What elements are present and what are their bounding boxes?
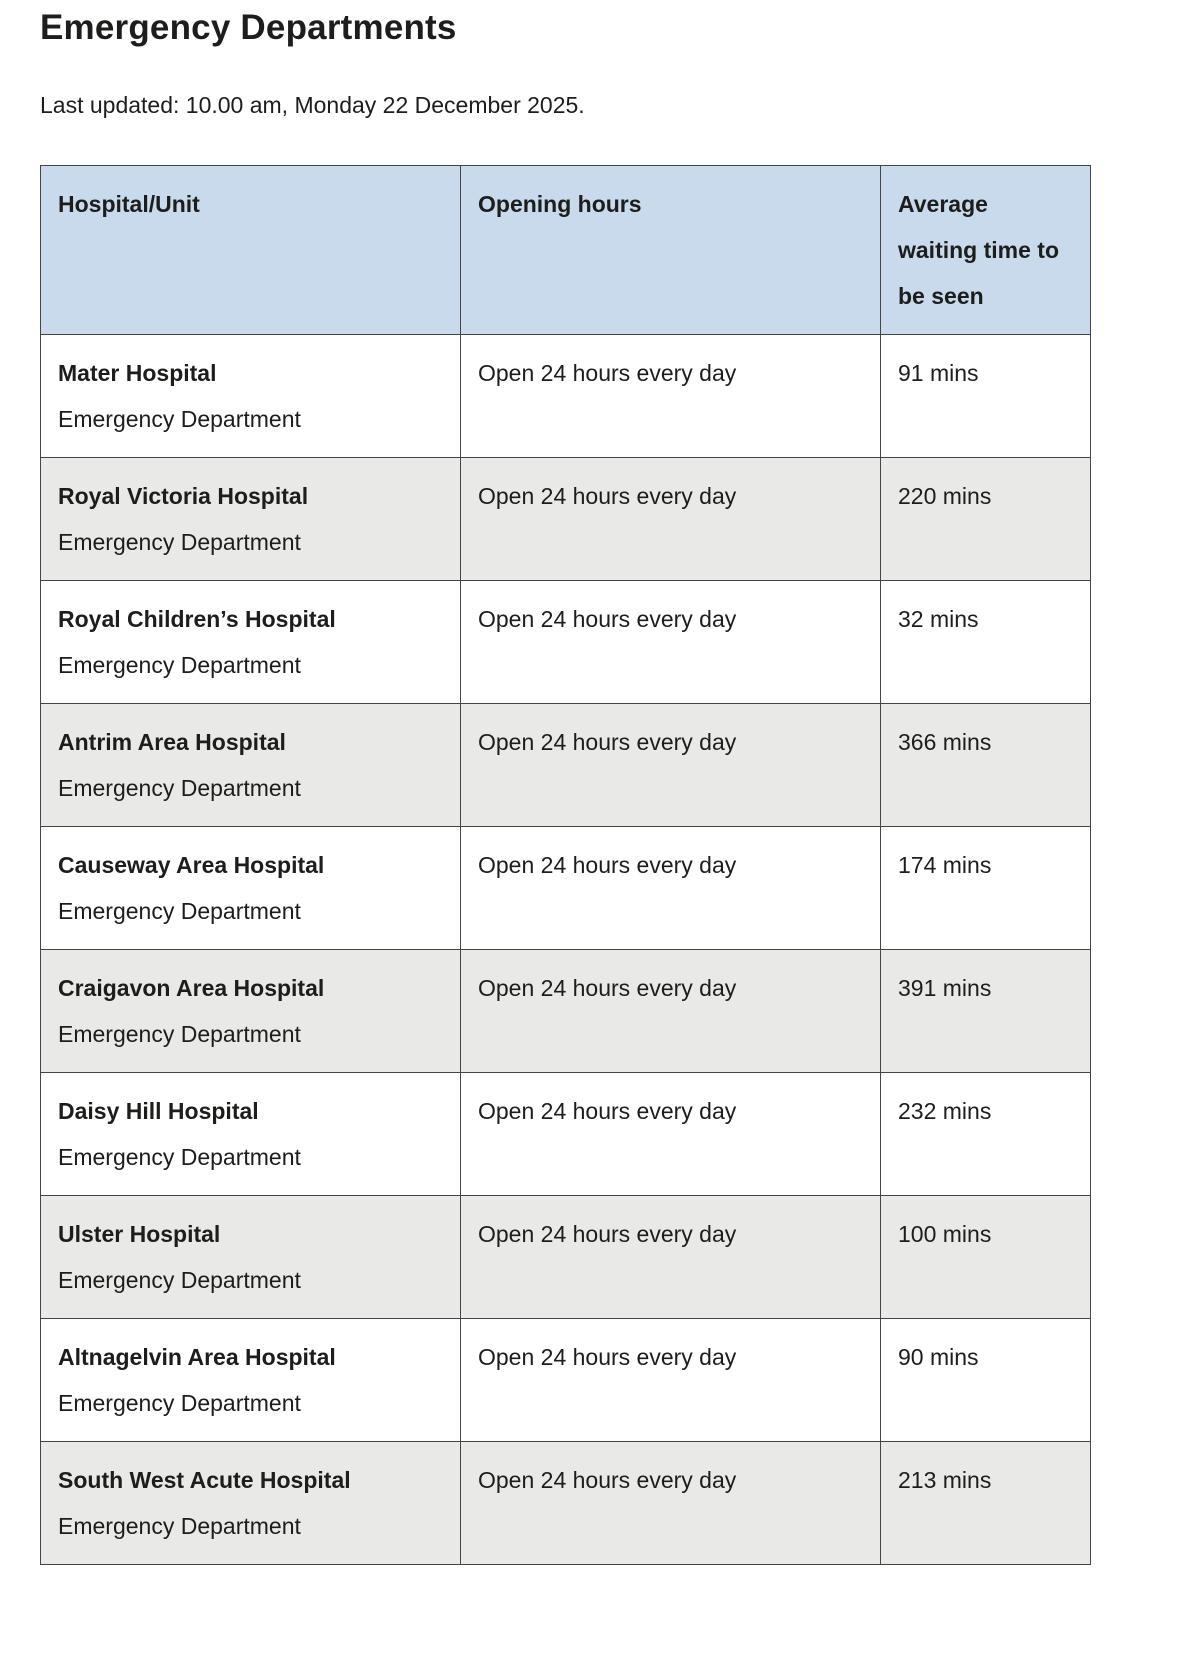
hospital-cell: Royal Victoria Hospital Emergency Depart…: [40, 457, 461, 581]
opening-hours: Open 24 hours every day: [460, 580, 881, 704]
hospital-name: Causeway Area Hospital: [58, 852, 325, 878]
table-row: Royal Children’s Hospital Emergency Depa…: [40, 580, 1091, 704]
hospital-name: Mater Hospital: [58, 360, 217, 386]
hospital-unit: Emergency Department: [58, 406, 301, 432]
waiting-time: 220 mins: [880, 457, 1091, 581]
opening-hours: Open 24 hours every day: [460, 949, 881, 1073]
table-row: Altnagelvin Area Hospital Emergency Depa…: [40, 1318, 1091, 1442]
hospital-cell: Craigavon Area Hospital Emergency Depart…: [40, 949, 461, 1073]
hospital-name: Craigavon Area Hospital: [58, 975, 325, 1001]
table-row: Craigavon Area Hospital Emergency Depart…: [40, 949, 1091, 1073]
waiting-time: 91 mins: [880, 334, 1091, 458]
table-row: Causeway Area Hospital Emergency Departm…: [40, 826, 1091, 950]
table-row: Antrim Area Hospital Emergency Departmen…: [40, 703, 1091, 827]
waiting-time: 100 mins: [880, 1195, 1091, 1319]
waiting-time: 174 mins: [880, 826, 1091, 950]
hospital-cell: Causeway Area Hospital Emergency Departm…: [40, 826, 461, 950]
page-title: Emergency Departments: [40, 8, 457, 47]
hospital-cell: Ulster Hospital Emergency Department: [40, 1195, 461, 1319]
table-row: Mater Hospital Emergency Department Open…: [40, 334, 1091, 458]
table-header: Hospital/Unit Opening hours Average wait…: [40, 165, 1091, 335]
ed-table-body: Mater Hospital Emergency Department Open…: [40, 334, 1091, 1565]
hospital-unit: Emergency Department: [58, 529, 301, 555]
hospital-name: Altnagelvin Area Hospital: [58, 1344, 336, 1370]
opening-hours: Open 24 hours every day: [460, 826, 881, 950]
hospital-cell: Daisy Hill Hospital Emergency Department: [40, 1072, 461, 1196]
hospital-cell: South West Acute Hospital Emergency Depa…: [40, 1441, 461, 1565]
hospital-name: South West Acute Hospital: [58, 1467, 351, 1493]
opening-hours: Open 24 hours every day: [460, 1195, 881, 1319]
waiting-time: 391 mins: [880, 949, 1091, 1073]
waiting-time: 366 mins: [880, 703, 1091, 827]
hospital-name: Antrim Area Hospital: [58, 729, 286, 755]
header-opening-hours: Opening hours: [460, 165, 881, 335]
header-waiting-time: Average waiting time to be seen: [880, 165, 1091, 335]
hospital-unit: Emergency Department: [58, 1021, 301, 1047]
table-row: Daisy Hill Hospital Emergency Department…: [40, 1072, 1091, 1196]
opening-hours: Open 24 hours every day: [460, 334, 881, 458]
last-updated-text: Last updated: 10.00 am, Monday 22 Decemb…: [40, 92, 585, 118]
hospital-unit: Emergency Department: [58, 652, 301, 678]
hospital-cell: Mater Hospital Emergency Department: [40, 334, 461, 458]
hospital-cell: Altnagelvin Area Hospital Emergency Depa…: [40, 1318, 461, 1442]
header-hospital-unit: Hospital/Unit: [40, 165, 461, 335]
table-row: Ulster Hospital Emergency Department Ope…: [40, 1195, 1091, 1319]
hospital-unit: Emergency Department: [58, 898, 301, 924]
hospital-name: Ulster Hospital: [58, 1221, 221, 1247]
opening-hours: Open 24 hours every day: [460, 1441, 881, 1565]
hospital-cell: Royal Children’s Hospital Emergency Depa…: [40, 580, 461, 704]
hospital-unit: Emergency Department: [58, 1267, 301, 1293]
hospital-name: Royal Victoria Hospital: [58, 483, 309, 509]
hospital-cell: Antrim Area Hospital Emergency Departmen…: [40, 703, 461, 827]
opening-hours: Open 24 hours every day: [460, 1072, 881, 1196]
table-row: South West Acute Hospital Emergency Depa…: [40, 1441, 1091, 1565]
opening-hours: Open 24 hours every day: [460, 1318, 881, 1442]
table-header-row: Hospital/Unit Opening hours Average wait…: [40, 165, 1091, 335]
hospital-unit: Emergency Department: [58, 1390, 301, 1416]
hospital-name: Royal Children’s Hospital: [58, 606, 336, 632]
hospital-unit: Emergency Department: [58, 1513, 301, 1539]
hospital-name: Daisy Hill Hospital: [58, 1098, 259, 1124]
waiting-time: 90 mins: [880, 1318, 1091, 1442]
waiting-time: 213 mins: [880, 1441, 1091, 1565]
hospital-unit: Emergency Department: [58, 1144, 301, 1170]
emergency-departments-table: Hospital/Unit Opening hours Average wait…: [40, 165, 1091, 1565]
hospital-unit: Emergency Department: [58, 775, 301, 801]
opening-hours: Open 24 hours every day: [460, 703, 881, 827]
waiting-time: 232 mins: [880, 1072, 1091, 1196]
waiting-time: 32 mins: [880, 580, 1091, 704]
table-row: Royal Victoria Hospital Emergency Depart…: [40, 457, 1091, 581]
opening-hours: Open 24 hours every day: [460, 457, 881, 581]
